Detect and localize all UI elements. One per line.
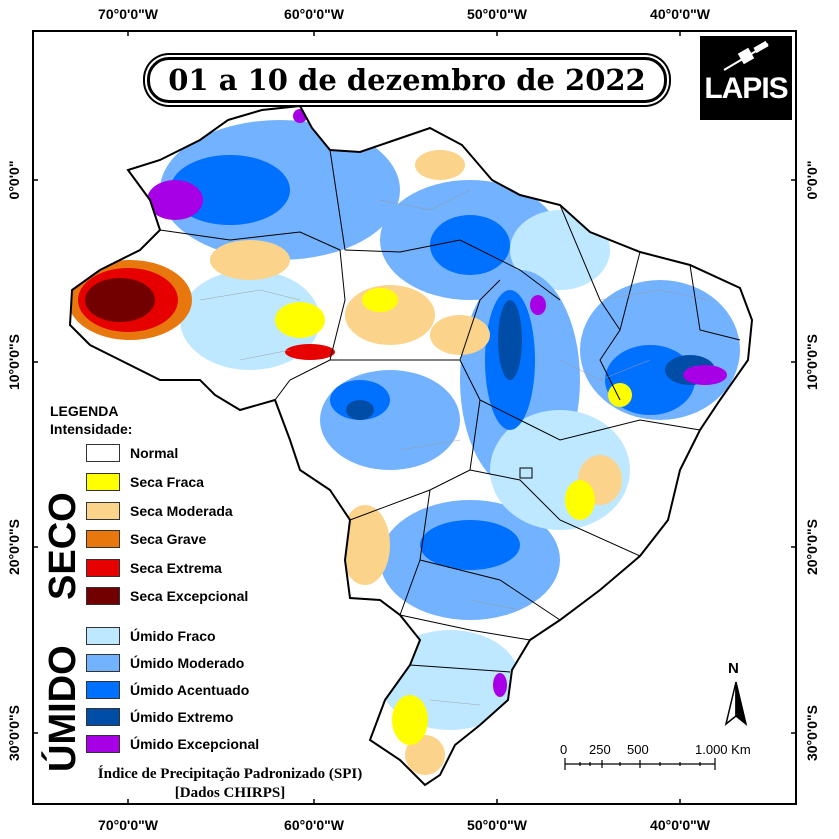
state-borders — [159, 149, 741, 673]
caption-line-2: [Dados CHIRPS] — [174, 785, 286, 801]
lon-label-bottom: 60°0'0"W — [284, 817, 344, 833]
map-title: 01 a 10 de dezembro de 2022 — [168, 63, 646, 97]
graticule-ticks — [32, 30, 797, 805]
scale-label: 500 — [627, 742, 649, 757]
lon-label-top: 50°0'0"W — [467, 6, 527, 22]
country-outline — [68, 104, 754, 787]
legend-label-normal: Normal — [130, 445, 179, 461]
lon-label-top: 70°0'0"W — [98, 6, 158, 22]
umido-swatch — [86, 654, 120, 672]
umido-label: Úmido Excepcional — [130, 736, 260, 752]
umido-label: Úmido Acentuado — [130, 682, 250, 698]
lon-label-bottom: 50°0'0"W — [467, 817, 527, 833]
seco-label: Seca Fraca — [130, 474, 204, 490]
umido-swatch — [86, 735, 120, 753]
legend-heading: LEGENDA — [50, 403, 119, 419]
municipal-borders — [199, 189, 711, 706]
satellite-icon — [723, 40, 769, 71]
seco-label: Seca Grave — [130, 531, 207, 547]
lon-label-bottom: 70°0'0"W — [98, 817, 158, 833]
umido-swatch — [86, 708, 120, 726]
north-arrow-icon — [724, 681, 748, 726]
umido-label: Úmido Extremo — [130, 709, 234, 725]
lon-label-top: 60°0'0"W — [284, 6, 344, 22]
seco-swatch — [86, 473, 120, 491]
lon-label-bottom: 40°0'0"W — [650, 817, 710, 833]
seco-swatch — [86, 587, 120, 605]
seco-group-label: SECO — [42, 492, 84, 600]
map-title-box: 01 a 10 de dezembro de 2022 — [147, 57, 667, 103]
lapis-logo: LAPIS — [700, 36, 792, 120]
umido-swatch — [86, 627, 120, 645]
legend-subheading: Intensidade: — [50, 421, 133, 437]
logo-text: LAPIS — [704, 72, 788, 105]
seco-label: Seca Extrema — [130, 559, 222, 576]
legend-title: LEGENDA Intensidade: — [50, 402, 132, 438]
umido-swatch — [86, 681, 120, 699]
seco-swatch — [86, 530, 120, 548]
lon-label-top: 40°0'0"W — [650, 6, 710, 22]
umido-label: Úmido Fraco — [130, 628, 216, 644]
caption-line-1: Índice de Precipitação Padronizado (SPI) — [97, 766, 363, 782]
umido-label: Úmido Moderado — [130, 655, 245, 671]
legend-swatch-normal — [86, 444, 120, 462]
umido-group-label: ÚMIDO — [42, 645, 84, 772]
scale-bar — [564, 758, 716, 770]
seco-label: Seca Excepcional — [130, 588, 249, 604]
scale-label: 0 — [560, 742, 568, 757]
seco-label: Seca Moderada — [130, 502, 233, 519]
scale-label: 1.000 Km — [695, 742, 751, 757]
scale-label: 250 — [589, 742, 611, 757]
seco-swatch — [86, 501, 120, 520]
north-label: N — [728, 660, 739, 677]
spi-fields — [70, 109, 740, 775]
seco-swatch — [86, 558, 120, 577]
